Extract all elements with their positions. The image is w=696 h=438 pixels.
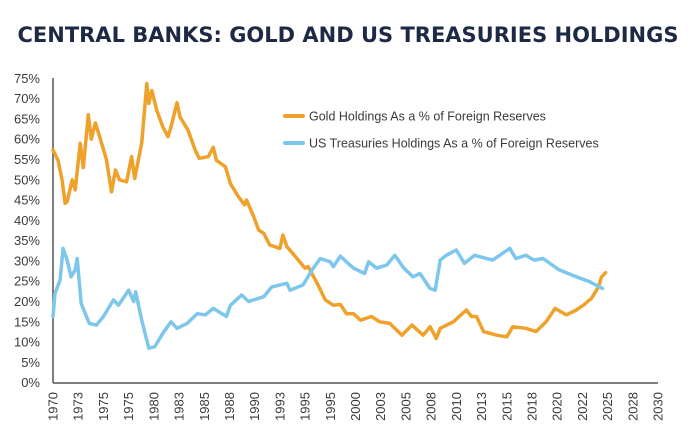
y-tick-label: 75% [14,71,40,86]
y-tick-label: 65% [14,111,40,126]
y-tick-label: 25% [14,274,40,289]
x-tick-label: 1975 [121,392,136,421]
y-tick-label: 15% [14,314,40,329]
y-tick-label: 50% [14,172,40,187]
y-tick-label: 40% [14,213,40,228]
y-tick-label: 60% [14,132,40,147]
y-tick-label: 10% [14,335,40,350]
x-tick-label: 2018 [524,392,539,421]
series-lines [51,81,608,350]
chart-title: CENTRAL BANKS: GOLD AND US TREASURIES HO… [17,23,678,47]
x-tick-label: 2020 [550,392,565,421]
x-tick-label: 1970 [46,392,61,421]
y-tick-label: 35% [14,233,40,248]
x-tick-label: 2003 [373,392,388,421]
x-tick-label: 1983 [172,392,187,421]
x-tick-label: 2030 [651,392,666,421]
x-tick-label: 2028 [625,392,640,421]
y-tick-label: 0% [21,375,40,390]
x-tick-label: 1990 [247,392,262,421]
x-tick-label: 1973 [71,392,86,421]
x-tick-label: 1993 [272,392,287,421]
x-axis-ticks: 1970 1973 1975 1975 1980 1983 1985 1988 1990 1993… [46,392,666,421]
legend: Gold Holdings As a % of Foreign Reserves… [283,110,599,151]
y-tick-label: 5% [21,355,40,370]
x-tick-label: 2025 [600,392,615,421]
x-tick-label: 1975 [96,392,111,421]
y-tick-label: 55% [14,152,40,167]
x-tick-label: 1995 [323,392,338,421]
x-tick-label: 2010 [449,392,464,421]
x-tick-label: 2013 [474,392,489,421]
y-tick-label: 70% [14,91,40,106]
x-tick-label: 1988 [222,392,237,421]
x-tick-label: 2000 [348,392,363,421]
x-tick-label: 2022 [575,392,590,421]
x-tick-label: 1995 [298,392,313,421]
x-tick-label: 2008 [424,392,439,421]
us-treasuries-line [51,246,605,350]
legend-label-treasuries: US Treasuries Holdings As a % of Foreign… [309,137,599,151]
y-tick-label: 20% [14,294,40,309]
x-tick-label: 1985 [197,392,212,421]
x-tick-label: 2015 [499,392,514,421]
gold-holdings-line [51,81,608,341]
legend-label-gold: Gold Holdings As a % of Foreign Reserves [309,110,546,124]
x-tick-label: 2005 [398,392,413,421]
x-tick-label: 1980 [146,392,161,421]
y-tick-label: 30% [14,253,40,268]
y-tick-label: 45% [14,193,40,208]
y-axis-ticks: 0% 5% 10% 15% 20% 25% 30% 35% 40% 45% 50% 55% 60% 65%… [14,71,40,390]
